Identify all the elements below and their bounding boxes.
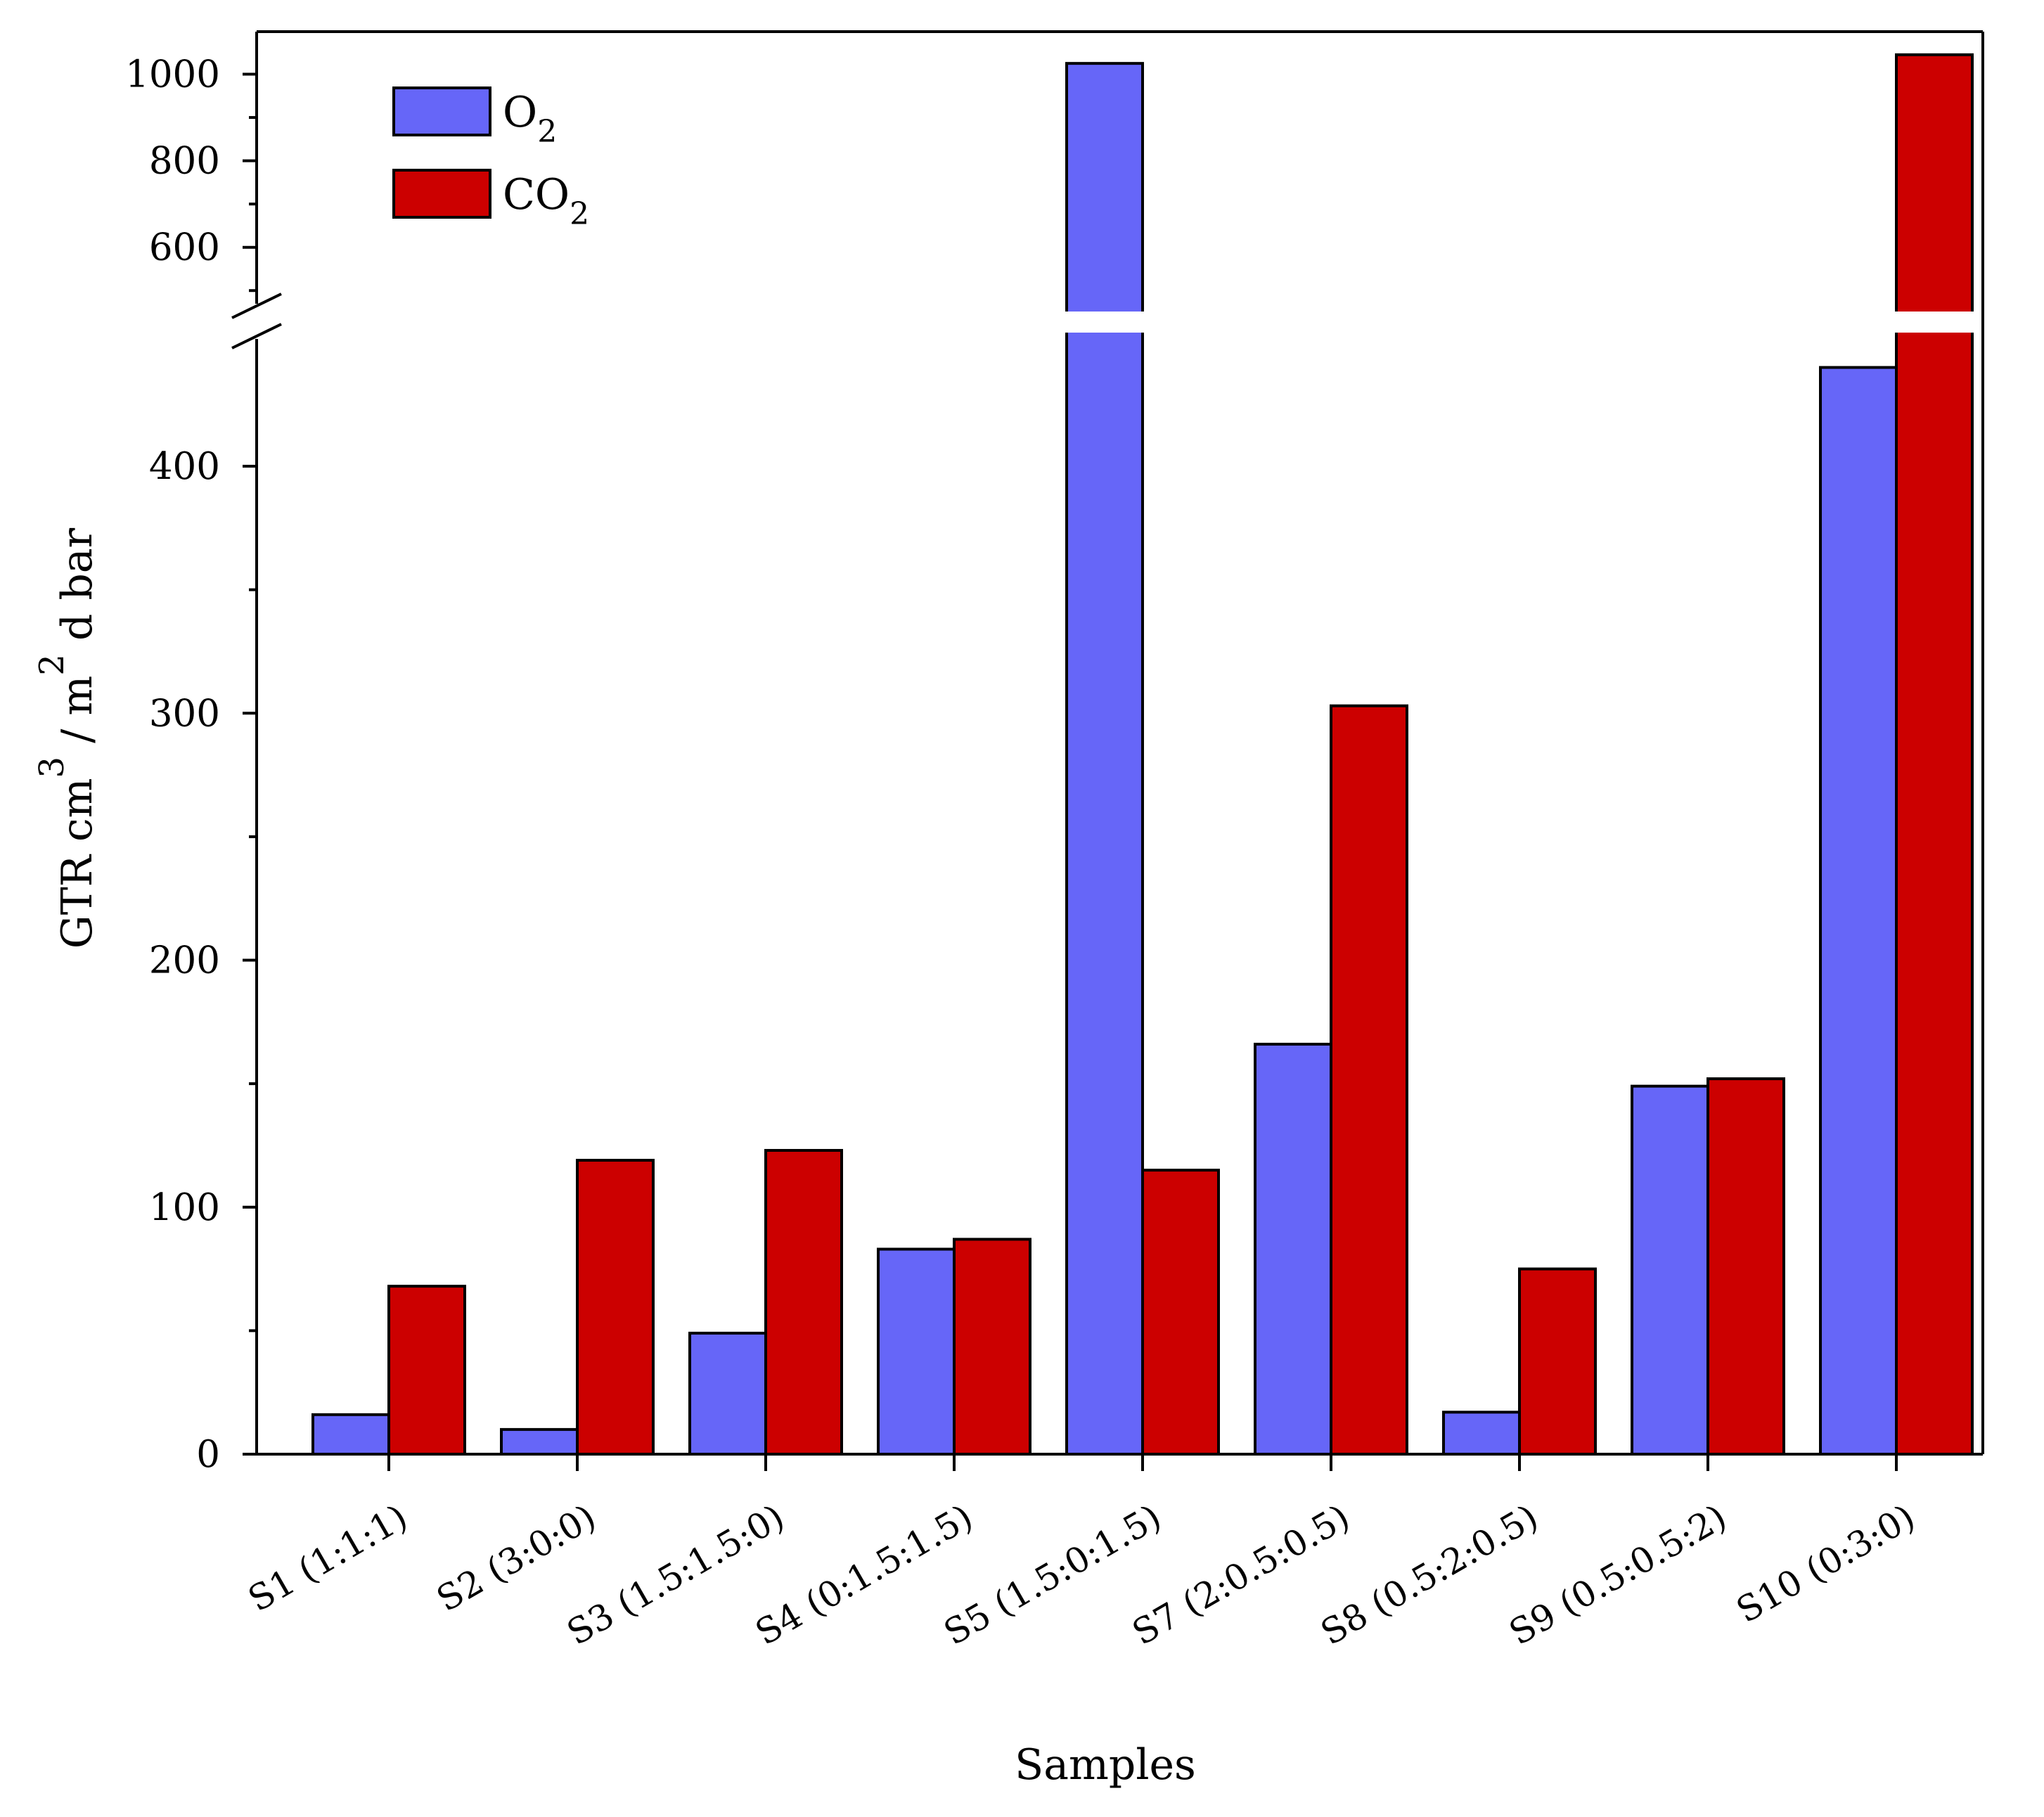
- legend: O2 CO2: [392, 86, 589, 232]
- bar-break-gap-o2-4: [1064, 312, 1145, 333]
- y-tick-label-600: 600: [149, 226, 220, 269]
- legend-swatch-co2: [392, 169, 491, 219]
- bar-o2-1: [500, 1427, 579, 1456]
- bar-co2-7: [1706, 1077, 1785, 1456]
- y-tick-label-200: 200: [149, 939, 220, 982]
- axis-break-mark-top: [231, 293, 282, 319]
- bar-o2-6: [1442, 1411, 1521, 1456]
- bar-co2-6: [1518, 1267, 1597, 1456]
- legend-label-co2: CO2: [503, 170, 589, 232]
- bar-co2-8: [1895, 53, 1974, 1456]
- x-tick-label-1: S2 (3:0:0): [430, 1496, 603, 1619]
- legend-swatch-o2: [392, 86, 491, 136]
- bar-co2-1: [576, 1159, 655, 1456]
- bar-o2-2: [688, 1331, 767, 1456]
- bar-co2-3: [953, 1238, 1031, 1456]
- y-tick-label-800: 800: [149, 140, 220, 183]
- bar-co2-5: [1330, 704, 1408, 1456]
- y-tick-label-400: 400: [149, 445, 220, 488]
- bar-co2-2: [764, 1148, 843, 1456]
- bar-o2-7: [1631, 1084, 1709, 1456]
- y-tick-label-300: 300: [149, 692, 220, 735]
- bar-o2-0: [311, 1413, 390, 1456]
- x-tick-label-0: S1 (1:1:1): [241, 1496, 414, 1619]
- bar-o2-5: [1254, 1042, 1332, 1456]
- y-tick-label-100: 100: [149, 1186, 220, 1229]
- y-axis-title: GTR cm3 / m2 d bar: [32, 527, 102, 949]
- bar-break-gap-co2-8: [1894, 312, 1975, 333]
- x-tick-label-8: S10 (0:3:0): [1730, 1496, 1922, 1631]
- x-axis-title: Samples: [1015, 1740, 1196, 1790]
- axis-break-mark-bottom: [231, 323, 282, 349]
- bar-co2-4: [1141, 1169, 1220, 1456]
- y-tick-label-1000: 1000: [125, 53, 220, 96]
- y-tick-label-0: 0: [196, 1433, 220, 1476]
- bar-co2-0: [387, 1285, 466, 1456]
- bar-o2-3: [877, 1247, 956, 1456]
- bar-o2-4: [1065, 62, 1144, 1456]
- legend-label-o2: O2: [503, 88, 557, 150]
- bar-o2-8: [1819, 366, 1898, 1456]
- plot-area: 0 100 200 300 400 600 800 1000 S1 (1:1:1) S2 (3:0…: [125, 30, 1984, 1653]
